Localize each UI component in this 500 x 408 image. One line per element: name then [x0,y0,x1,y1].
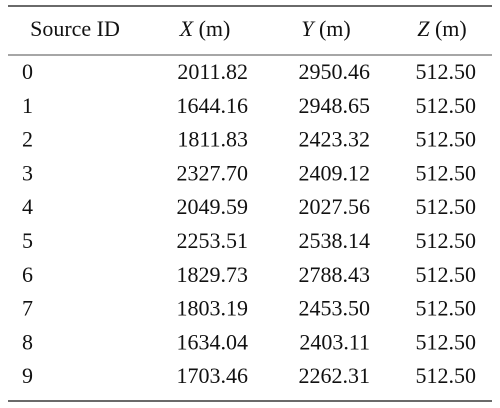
header-unit: (m) [199,16,231,41]
coordinate: 512.50 [416,262,477,287]
coordinate: 1811.83 [177,127,248,152]
source-id: 1 [22,93,33,118]
coordinate: 1829.73 [177,262,249,287]
coordinate: 512.50 [416,59,477,84]
coordinate: 512.50 [416,160,477,185]
coordinate: 512.50 [416,363,477,388]
coordinate: 2253.51 [177,228,249,253]
coordinate: 2403.11 [299,329,370,354]
coordinate: 2538.14 [299,228,371,253]
source-id: 5 [22,228,33,253]
coordinate: 2027.56 [299,194,371,219]
coordinate: 2327.70 [177,160,249,185]
coordinate: 2409.12 [299,160,371,185]
header-unit: (m) [319,16,351,41]
header-unit: (m) [435,16,467,41]
coordinate: 2788.43 [299,262,371,287]
column-header: X (m) [179,16,231,41]
source-id: 0 [22,59,33,84]
header-symbol: X [179,16,195,41]
coordinate: 512.50 [416,228,477,253]
coordinate: 512.50 [416,329,477,354]
source-id: 2 [22,127,33,152]
coordinate: 1634.04 [177,329,249,354]
coordinate: 2262.31 [299,363,371,388]
coordinate: 1644.16 [177,93,249,118]
column-header: Y (m) [301,16,351,41]
coordinate: 2950.46 [299,59,371,84]
source-id: 4 [22,194,33,219]
coordinate: 2423.32 [299,127,371,152]
coordinate: 1703.46 [177,363,249,388]
header-symbol: Y [301,16,316,41]
coordinate: 1803.19 [177,296,249,321]
coordinate: 2453.50 [299,296,371,321]
source-id: 8 [22,329,33,354]
coordinate: 2049.59 [177,194,249,219]
source-id: 6 [22,262,33,287]
source-id: 7 [22,296,33,321]
coordinate: 512.50 [416,194,477,219]
coordinate: 2948.65 [299,93,371,118]
source-id: 9 [22,363,33,388]
coordinate: 512.50 [416,93,477,118]
source-id: 3 [22,160,33,185]
column-header: Source ID [30,16,120,41]
coordinate: 512.50 [416,296,477,321]
coordinate: 512.50 [416,127,477,152]
column-header: Z (m) [417,16,467,41]
coordinate: 2011.82 [177,59,248,84]
header-symbol: Z [417,16,430,41]
